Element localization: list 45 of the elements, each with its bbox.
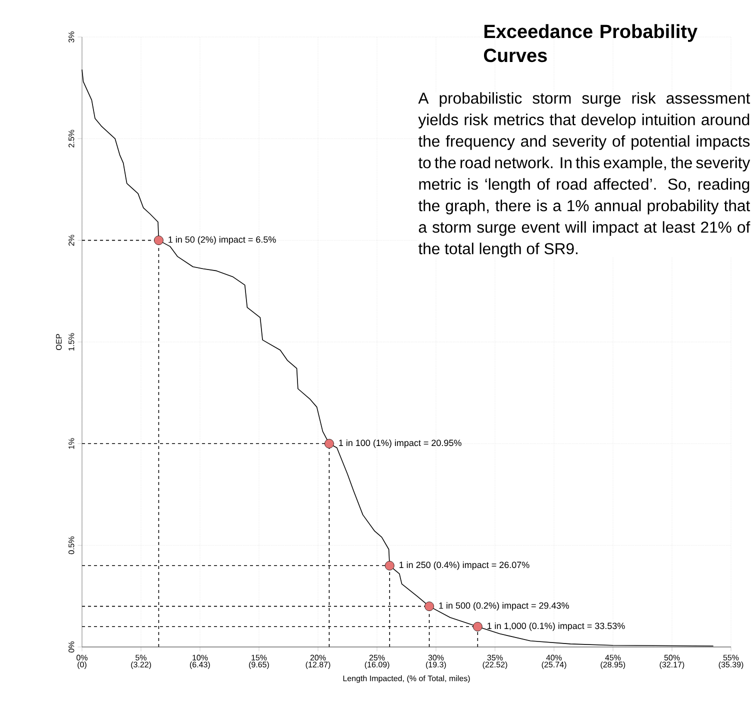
x-tick-label: 45% <box>605 654 621 660</box>
x2-tick-label: (22.52) <box>482 662 508 669</box>
x-tick-label: 0% <box>76 654 88 660</box>
x2-tick-label: (0) <box>78 662 86 669</box>
x-axis-title: Length Impacted, (% of Total, miles) <box>343 675 470 683</box>
x-tick-label: 50% <box>664 654 680 660</box>
x-tick-label: 5% <box>136 654 146 660</box>
x2-tick-label: (12.87) <box>306 662 330 669</box>
x2-tick-label: (19.3) <box>426 662 446 669</box>
annotation: 1 in 250 (0.4%) impact = 26.07% <box>400 561 530 570</box>
point <box>384 560 394 570</box>
y-tick-label: 0.5% <box>68 536 74 554</box>
x2-tick-label: (9.65) <box>249 662 269 669</box>
x-tick-label: 55% <box>723 654 739 660</box>
chart-title: Exceedance Probability Curves <box>484 24 698 62</box>
y-tick-label: 1.5% <box>68 333 74 350</box>
point <box>424 602 434 612</box>
y-tick-label: 2% <box>68 234 74 246</box>
point <box>472 622 482 632</box>
annotation: 1 in 100 (1%) impact = 20.95% <box>339 439 462 448</box>
y-tick-label: 0% <box>68 641 74 652</box>
annotation: A probabilistic storm surge risk assessment yields risk metrics that develop intuition around the frequency and severity of potential impacts to the road network. In this example, the severity metric is ‘length of road affected’. So, reading the graph, there is a 1% annual probability that a storm surge event will impact at least 21% of the total length of SR9. <box>418 92 750 258</box>
annotation: 1 in 500 (0.2%) impact = 29.43% <box>439 602 569 611</box>
x2-tick-label: (35.39) <box>718 662 744 669</box>
x2-tick-label: (25.74) <box>542 662 566 669</box>
x-tick-label: 40% <box>546 654 562 660</box>
y-axis-title: OEP <box>56 334 62 350</box>
x2-tick-label: (32.17) <box>660 662 684 669</box>
x-tick-label: 35% <box>487 654 503 660</box>
x-tick-label: 15% <box>252 654 267 660</box>
annotation: 1 in 50 (2%) impact = 6.5% <box>168 236 276 245</box>
x2-tick-label: (3.22) <box>131 662 152 669</box>
x2-tick-label: (28.95) <box>600 662 626 669</box>
y-tick-label: 3% <box>68 32 74 42</box>
x-tick-label: 25% <box>369 654 385 660</box>
y-tick-label: 2.5% <box>68 130 74 148</box>
x-tick-label: 30% <box>428 654 444 660</box>
y-tick-label: 1% <box>68 438 74 449</box>
x2-tick-label: (6.43) <box>190 662 210 669</box>
point <box>154 236 164 246</box>
x-tick-label: 10% <box>192 654 208 660</box>
annotation: 1 in 1,000 (0.1%) impact = 33.53% <box>488 622 625 631</box>
x2-tick-label: (16.09) <box>364 662 390 669</box>
x-tick-label: 20% <box>310 654 326 660</box>
point <box>324 438 334 448</box>
